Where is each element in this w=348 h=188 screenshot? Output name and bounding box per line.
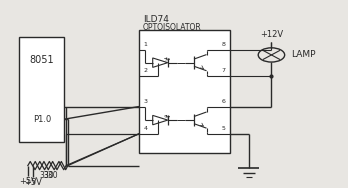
Text: 330: 330 — [43, 171, 58, 180]
Text: 8: 8 — [222, 42, 226, 47]
Text: ILD74: ILD74 — [143, 15, 168, 24]
Text: 2: 2 — [143, 68, 147, 73]
Text: 330: 330 — [40, 171, 54, 180]
Text: 6: 6 — [222, 99, 226, 104]
Bar — [139, 30, 230, 153]
Text: OPTOISOLATOR: OPTOISOLATOR — [143, 23, 201, 32]
Text: 1: 1 — [143, 42, 147, 47]
Text: 8051: 8051 — [30, 55, 54, 65]
Bar — [19, 37, 64, 142]
Text: 4: 4 — [143, 126, 147, 131]
Text: 3: 3 — [143, 99, 147, 104]
Text: +5V: +5V — [19, 177, 37, 186]
Text: +12V: +12V — [260, 30, 283, 39]
Text: 7: 7 — [222, 68, 226, 73]
Text: P1.0: P1.0 — [33, 115, 51, 124]
Text: 5: 5 — [222, 126, 226, 131]
Text: LAMP: LAMP — [292, 50, 316, 59]
Text: +5V: +5V — [24, 178, 42, 187]
